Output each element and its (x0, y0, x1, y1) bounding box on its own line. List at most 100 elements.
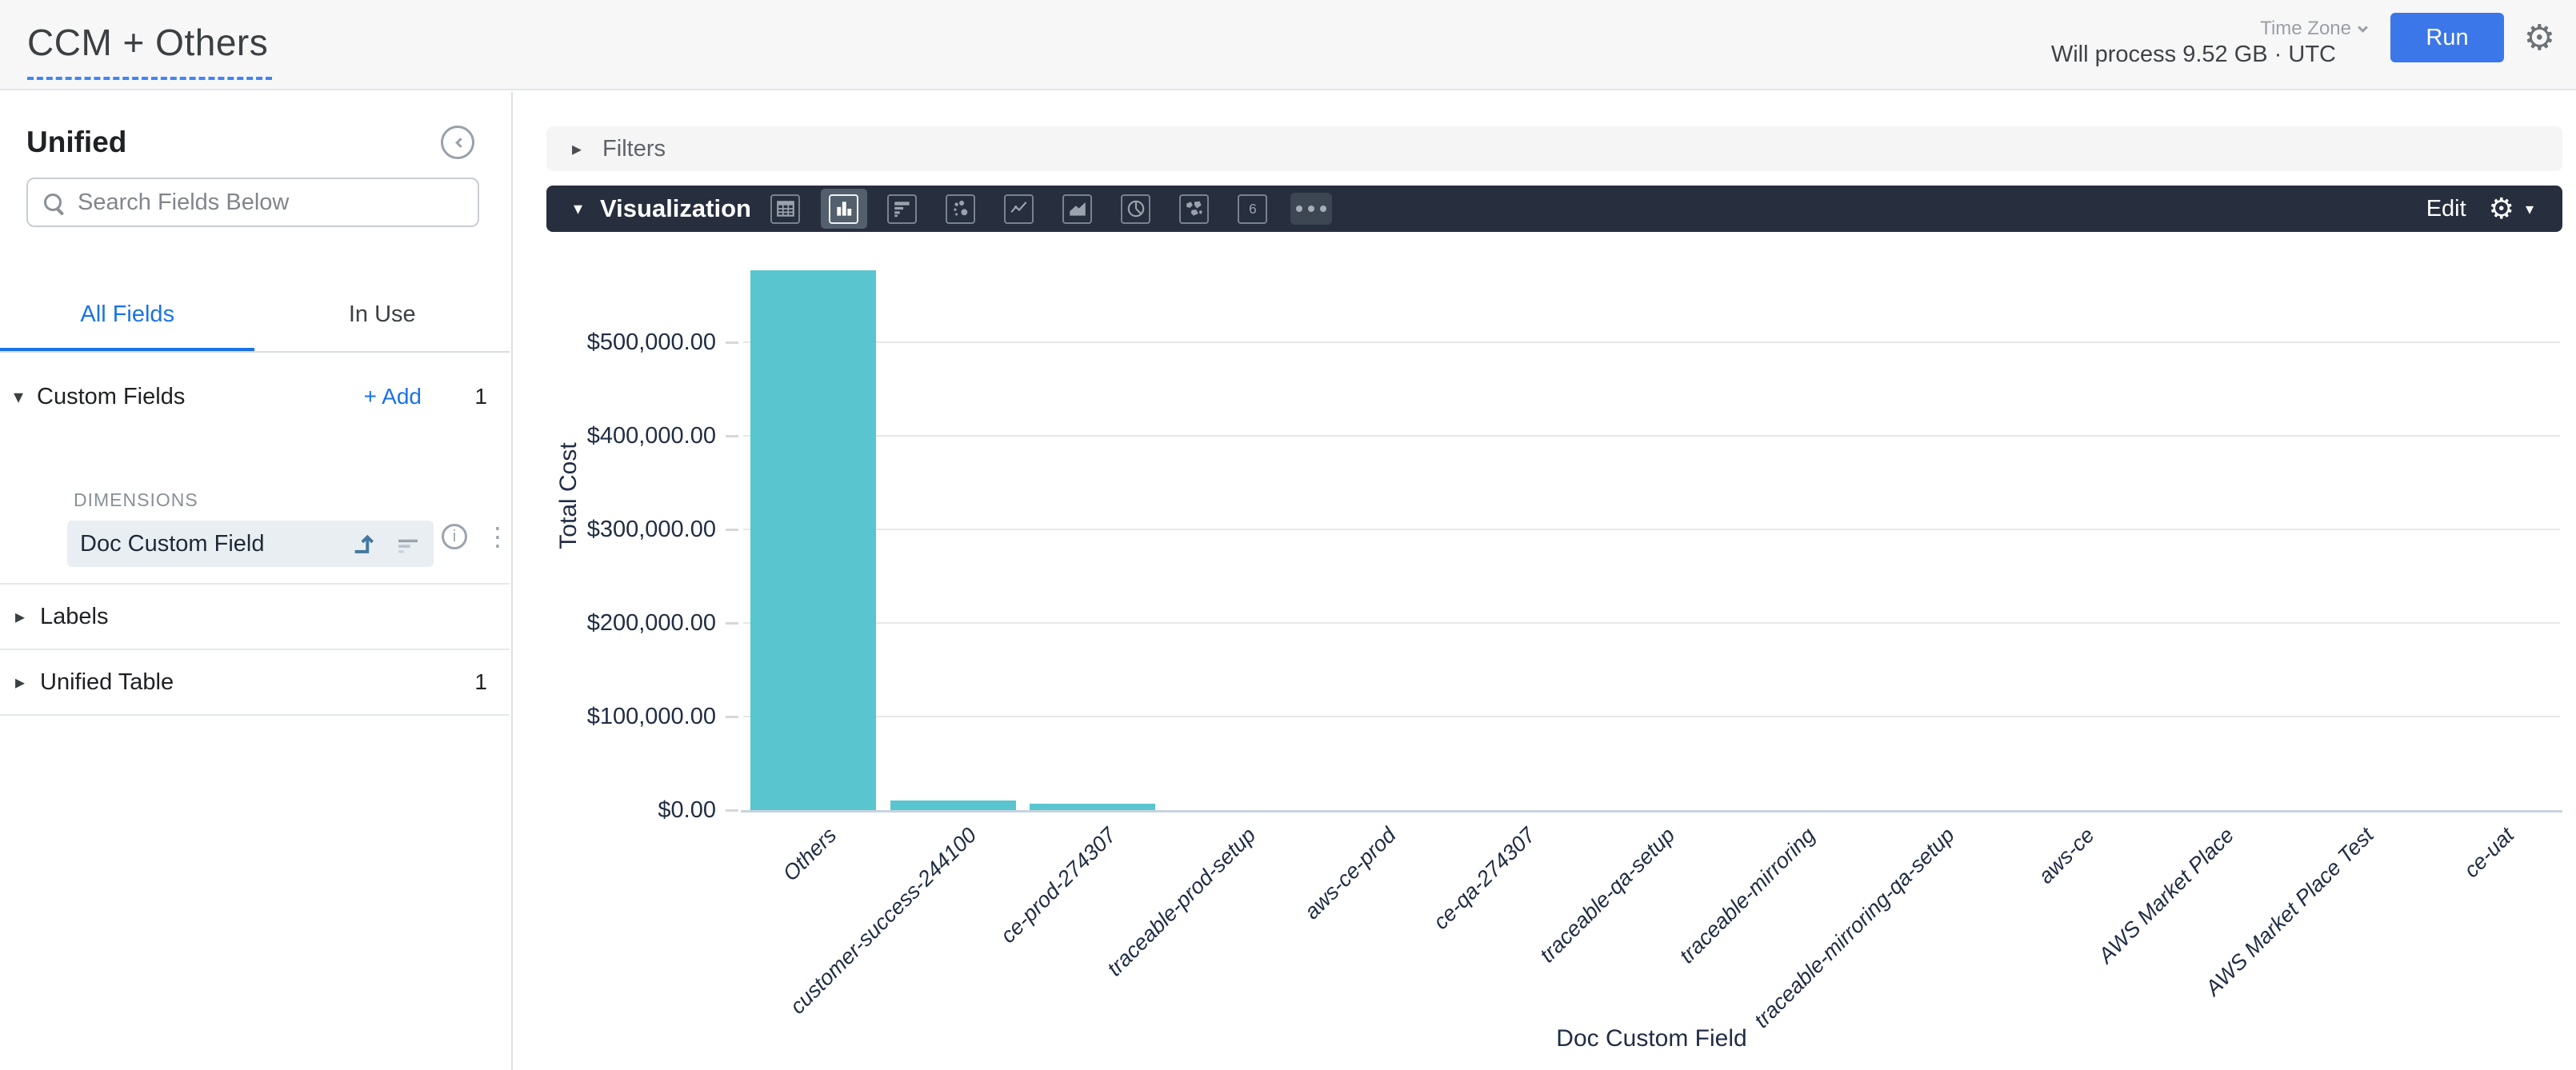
filters-section-header[interactable]: ▸ Filters (546, 126, 2562, 171)
time-zone-dropdown[interactable]: Time Zone (2260, 18, 2368, 40)
more-viz-types-viz-button[interactable] (1282, 193, 1340, 225)
x-axis-label: aws-ce-prod (1299, 823, 1401, 924)
custom-fields-label: Custom Fields (37, 383, 186, 409)
chevron-down-icon (2358, 22, 2368, 33)
y-axis-tick (726, 435, 738, 437)
sidebar-tabs: All Fields In Use (0, 276, 510, 353)
settings-gear-icon[interactable]: ⚙ (2523, 18, 2555, 58)
bar-Others[interactable] (750, 270, 876, 810)
y-axis-tick (726, 809, 738, 812)
bar-ce-prod-274307[interactable] (1030, 804, 1156, 810)
active-tab-underline (0, 348, 254, 353)
section-labels[interactable]: ▸ Labels (0, 583, 510, 649)
selected-viz-type[interactable] (820, 189, 867, 229)
section-custom-fields[interactable]: ▾ Custom Fields + Add 1 (0, 370, 510, 423)
column-chart-icon[interactable] (829, 194, 858, 224)
x-axis-label: AWS Market Place (2094, 823, 2239, 968)
gridline (743, 622, 2560, 624)
filters-label: Filters (602, 135, 666, 162)
top-bar: CCM + Others Time Zone Will process 9.52… (0, 0, 2576, 90)
x-axis-label: aws-ce (2034, 823, 2099, 888)
caret-down-icon[interactable]: ▾ (574, 198, 583, 218)
y-axis-tick-label: $300,000.00 (586, 517, 716, 542)
area-chart-viz-button[interactable] (1048, 194, 1106, 224)
unified-table-label: Unified Table (40, 669, 174, 695)
caret-right-icon[interactable]: ▸ (14, 671, 26, 693)
y-axis-tick-label: $200,000.00 (586, 610, 716, 636)
column-chart-viz-button[interactable] (814, 189, 873, 229)
single-value-icon[interactable]: 6 (1238, 194, 1267, 224)
caret-down-icon[interactable]: ▾ (13, 385, 24, 408)
x-axis-label: traceable-qa-setup (1535, 823, 1680, 968)
process-size-status: Will process 9.52 GB · UTC (2050, 42, 2336, 67)
pie-chart-icon[interactable] (1121, 194, 1150, 224)
gridline (743, 435, 2560, 437)
line-chart-icon[interactable] (1004, 194, 1034, 224)
search-input[interactable] (78, 189, 462, 216)
filter-icon[interactable] (395, 531, 421, 557)
gridline (743, 716, 2560, 717)
more-viz-types-icon[interactable] (1290, 193, 1332, 225)
y-axis-title: Total Cost (555, 442, 582, 549)
section-divider (0, 714, 510, 716)
y-axis-tick-label: $100,000.00 (586, 704, 716, 729)
x-axis-label: traceable-mirroring (1674, 823, 1820, 968)
info-icon[interactable]: i (442, 524, 467, 549)
explore-title: CCM + Others (27, 22, 269, 63)
viz-settings-gear-icon[interactable]: ⚙ (2488, 192, 2514, 225)
y-axis-tick-label: $400,000.00 (586, 423, 716, 449)
visualization-toolbar: ▾ Visualization 6 Edit ⚙ ▾ (546, 186, 2562, 232)
collapse-sidebar-icon[interactable] (441, 126, 474, 159)
dimensions-group-label: DIMENSIONS (74, 489, 198, 510)
scatter-chart-icon[interactable] (946, 194, 975, 224)
tabs-divider (0, 351, 510, 353)
y-axis-tick (726, 529, 738, 531)
x-axis-title: Doc Custom Field (1556, 1025, 1747, 1052)
run-button[interactable]: Run (2390, 13, 2504, 62)
single-value-viz-button[interactable]: 6 (1223, 194, 1282, 224)
area-chart-icon[interactable] (1062, 194, 1092, 224)
svg-text:6: 6 (1249, 201, 1257, 217)
caret-right-icon[interactable]: ▸ (572, 138, 582, 160)
x-axis-label: traceable-prod-setup (1102, 823, 1261, 981)
x-axis-label: Others (778, 823, 842, 886)
kebab-menu-icon[interactable]: ⋮ (485, 522, 510, 551)
tab-in-use[interactable]: In Use (348, 301, 416, 327)
field-picker-sidebar: Unified All Fields In Use ▾ Custom Field… (0, 92, 513, 1070)
scatter-chart-viz-button[interactable] (931, 194, 990, 224)
edit-viz-button[interactable]: Edit (2426, 195, 2466, 222)
map-chart-viz-button[interactable] (1165, 194, 1223, 224)
bar-chart-viz-button[interactable] (873, 194, 931, 224)
line-chart-viz-button[interactable] (990, 194, 1048, 224)
x-axis-label: ce-prod-274307 (995, 823, 1121, 948)
tab-all-fields[interactable]: All Fields (80, 301, 175, 327)
map-chart-icon[interactable] (1179, 194, 1209, 224)
bar-chart-icon[interactable] (887, 194, 917, 224)
field-search-box[interactable] (26, 178, 479, 227)
chevron-down-icon[interactable]: ▾ (2525, 200, 2534, 218)
bar-chart: $0.00 $100,000.00 $200,000.00 $300,000.00 $4… (546, 232, 2562, 1070)
y-axis-tick (726, 622, 738, 625)
x-axis-label: ce-uat (2458, 823, 2518, 883)
y-axis-tick-label: $500,000.00 (586, 329, 716, 355)
search-icon (44, 194, 62, 211)
y-axis-tick (726, 716, 738, 718)
field-doc-custom-field[interactable]: Doc Custom Field (67, 521, 434, 567)
add-custom-field-button[interactable]: + Add (363, 384, 422, 409)
bar-customer-success-244100[interactable] (890, 801, 1016, 810)
y-axis-tick (726, 341, 738, 344)
caret-right-icon[interactable]: ▸ (14, 605, 26, 628)
table-icon[interactable] (770, 194, 800, 224)
custom-fields-count: 1 (474, 384, 487, 409)
field-label: Doc Custom Field (80, 530, 265, 557)
table-viz-button[interactable] (756, 194, 814, 224)
labels-label: Labels (40, 603, 109, 629)
section-unified-table[interactable]: ▸ Unified Table 1 (0, 649, 510, 714)
visualization-label: Visualization (600, 194, 751, 222)
pie-chart-viz-button[interactable] (1106, 194, 1165, 224)
viz-type-switcher: 6 (756, 186, 1340, 232)
explore-name: Unified (26, 126, 127, 158)
x-axis-line (741, 810, 2562, 812)
pivot-icon[interactable] (350, 530, 378, 557)
x-axis-label: ce-qa-274307 (1428, 823, 1541, 935)
